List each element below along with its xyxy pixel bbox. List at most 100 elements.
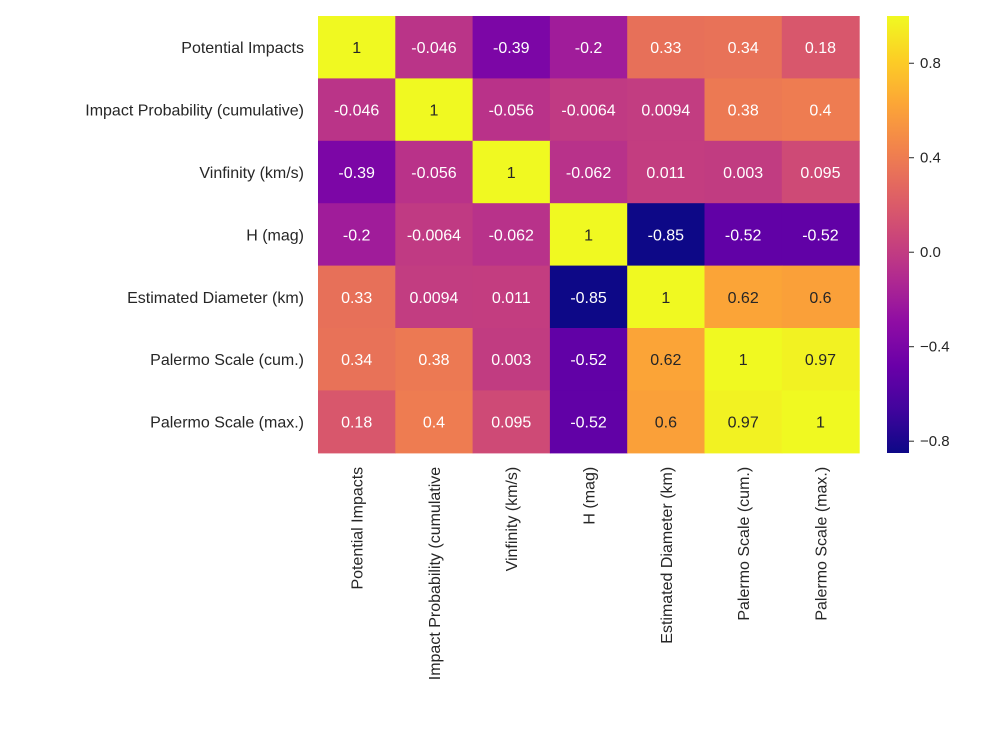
colorbar-tick-label: 0.8 bbox=[920, 55, 941, 72]
heatmap-cell-value: 1 bbox=[661, 290, 670, 307]
heatmap-cell bbox=[318, 16, 396, 79]
heatmap-cell bbox=[704, 16, 783, 79]
heatmap-cell-value: 0.0094 bbox=[409, 290, 458, 307]
heatmap-cell bbox=[549, 140, 628, 204]
x-tick-label: Palermo Scale (cum.) bbox=[736, 467, 753, 621]
heatmap-cell bbox=[549, 328, 628, 391]
heatmap-cell bbox=[704, 78, 783, 142]
heatmap-cell-value: -0.52 bbox=[725, 227, 762, 244]
x-tick-label: Palermo Scale (max.) bbox=[813, 467, 830, 621]
heatmap-cell bbox=[472, 390, 551, 454]
heatmap-cell-value: 0.97 bbox=[728, 415, 759, 432]
colorbar-tick-label: −0.4 bbox=[920, 339, 950, 356]
heatmap-cell bbox=[472, 16, 551, 79]
heatmap-cell-value: 0.38 bbox=[728, 103, 759, 120]
heatmap-cell bbox=[395, 140, 474, 204]
x-tick-label: Impact Probability (cumulative bbox=[427, 467, 444, 681]
heatmap-cell-value: 0.0094 bbox=[641, 103, 690, 120]
heatmap-cell bbox=[395, 390, 474, 454]
heatmap-cell bbox=[472, 78, 551, 142]
heatmap-cell bbox=[472, 328, 551, 391]
heatmap-cell-value: -0.046 bbox=[411, 40, 456, 57]
heatmap-cell bbox=[318, 78, 396, 142]
heatmap-cell-value: 0.18 bbox=[805, 40, 836, 57]
x-tick-label: Vinfinity (km/s) bbox=[504, 467, 521, 572]
heatmap-cell bbox=[627, 203, 706, 267]
y-tick-label: Palermo Scale (max.) bbox=[150, 415, 304, 432]
heatmap-cell-value: 0.095 bbox=[800, 165, 840, 182]
heatmap-cell-value: 0.4 bbox=[809, 103, 831, 120]
heatmap-cell bbox=[704, 390, 783, 454]
heatmap-cell-value: -0.39 bbox=[338, 165, 375, 182]
colorbar-tick-label: 0.0 bbox=[920, 244, 941, 261]
heatmap-cell bbox=[549, 16, 628, 79]
heatmap-cell-value: -0.52 bbox=[802, 227, 839, 244]
y-tick-labels: Potential Impacts Impact Probability (cum… bbox=[85, 40, 304, 431]
heatmap-cell bbox=[781, 140, 860, 204]
heatmap-cell-value: -0.52 bbox=[570, 415, 607, 432]
heatmap-annotations: 1 -0.046 -0.39 -0.2 0.33 0.34 0.18 -0.046 1 -0.05… bbox=[334, 40, 841, 431]
heatmap-cell-value: 1 bbox=[352, 40, 361, 57]
x-tick-label: Potential Impacts bbox=[350, 467, 367, 590]
heatmap-cell-value: -0.85 bbox=[570, 290, 607, 307]
heatmap-cell-value: 0.18 bbox=[341, 415, 372, 432]
heatmap-cell-value: 1 bbox=[584, 227, 593, 244]
heatmap-cell bbox=[395, 328, 474, 391]
heatmap-cell-value: -0.056 bbox=[411, 165, 456, 182]
heatmap-cell-value: 0.33 bbox=[650, 40, 681, 57]
heatmap-cell-value: 0.38 bbox=[418, 352, 449, 369]
heatmap-cells bbox=[318, 16, 860, 454]
heatmap-cell-value: 0.34 bbox=[728, 40, 759, 57]
heatmap-cell-value: 1 bbox=[816, 415, 825, 432]
heatmap-cell-value: 1 bbox=[739, 352, 748, 369]
heatmap-cell bbox=[781, 390, 860, 454]
heatmap-cell-value: -0.0064 bbox=[407, 227, 461, 244]
x-tick-labels: Potential Impacts Impact Probability (cum… bbox=[350, 467, 831, 681]
heatmap-cell bbox=[549, 203, 628, 267]
heatmap-cell-value: 0.003 bbox=[723, 165, 763, 182]
y-tick-label: H (mag) bbox=[246, 227, 304, 244]
heatmap-cell bbox=[472, 203, 551, 267]
heatmap-cell-value: 0.62 bbox=[728, 290, 759, 307]
heatmap-cell-value: 0.34 bbox=[341, 352, 372, 369]
heatmap-cell bbox=[627, 140, 706, 204]
heatmap-cell-value: 0.97 bbox=[805, 352, 836, 369]
heatmap-cell bbox=[627, 390, 706, 454]
heatmap-cell bbox=[395, 265, 474, 329]
heatmap-cell-value: 0.011 bbox=[646, 165, 685, 182]
heatmap-cell-value: -0.056 bbox=[489, 103, 534, 120]
heatmap-cell bbox=[549, 390, 628, 454]
heatmap-cell bbox=[472, 265, 551, 329]
heatmap-cell bbox=[627, 265, 706, 329]
heatmap-cell bbox=[318, 140, 396, 204]
heatmap-cell-value: 0.62 bbox=[650, 352, 681, 369]
heatmap-cell bbox=[704, 140, 783, 204]
heatmap-cell bbox=[318, 265, 396, 329]
heatmap-cell-value: -0.85 bbox=[648, 227, 685, 244]
heatmap-cell bbox=[395, 16, 474, 79]
y-tick-label: Vinfinity (km/s) bbox=[199, 165, 304, 182]
heatmap-cell-value: -0.2 bbox=[575, 40, 603, 57]
heatmap-cell-value: 0.6 bbox=[809, 290, 831, 307]
heatmap-cell-value: 0.6 bbox=[655, 415, 677, 432]
heatmap-cell-value: 0.33 bbox=[341, 290, 372, 307]
heatmap-cell bbox=[627, 328, 706, 391]
colorbar: 0.8 0.4 0.0 −0.4 −0.8 bbox=[887, 16, 950, 453]
heatmap-cell-value: 1 bbox=[507, 165, 516, 182]
y-tick-label: Impact Probability (cumulative) bbox=[85, 103, 304, 120]
heatmap-cell-value: 0.003 bbox=[491, 352, 531, 369]
y-tick-label: Palermo Scale (cum.) bbox=[150, 352, 304, 369]
heatmap-cell bbox=[781, 328, 860, 391]
heatmap-cell bbox=[395, 203, 474, 267]
heatmap-cell-value: -0.39 bbox=[493, 40, 530, 57]
heatmap-cell bbox=[704, 328, 783, 391]
heatmap-cell-value: 1 bbox=[429, 103, 438, 120]
heatmap-cell bbox=[318, 328, 396, 391]
y-tick-label: Potential Impacts bbox=[181, 40, 304, 57]
heatmap-cell bbox=[704, 265, 783, 329]
heatmap-cell-value: 0.095 bbox=[491, 415, 531, 432]
heatmap-cell-value: -0.046 bbox=[334, 103, 379, 120]
heatmap-cell bbox=[318, 390, 396, 454]
heatmap-cell bbox=[781, 78, 860, 142]
